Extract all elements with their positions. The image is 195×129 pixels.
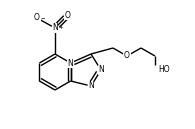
Text: −: − [41, 15, 45, 20]
Text: N: N [68, 58, 74, 67]
Text: HO: HO [158, 66, 170, 75]
Text: O: O [124, 51, 130, 61]
Text: O: O [65, 10, 71, 19]
Text: +: + [58, 25, 63, 30]
Text: N: N [88, 82, 94, 91]
Text: O: O [34, 14, 40, 22]
Text: N: N [98, 66, 104, 75]
Text: N: N [52, 23, 58, 33]
